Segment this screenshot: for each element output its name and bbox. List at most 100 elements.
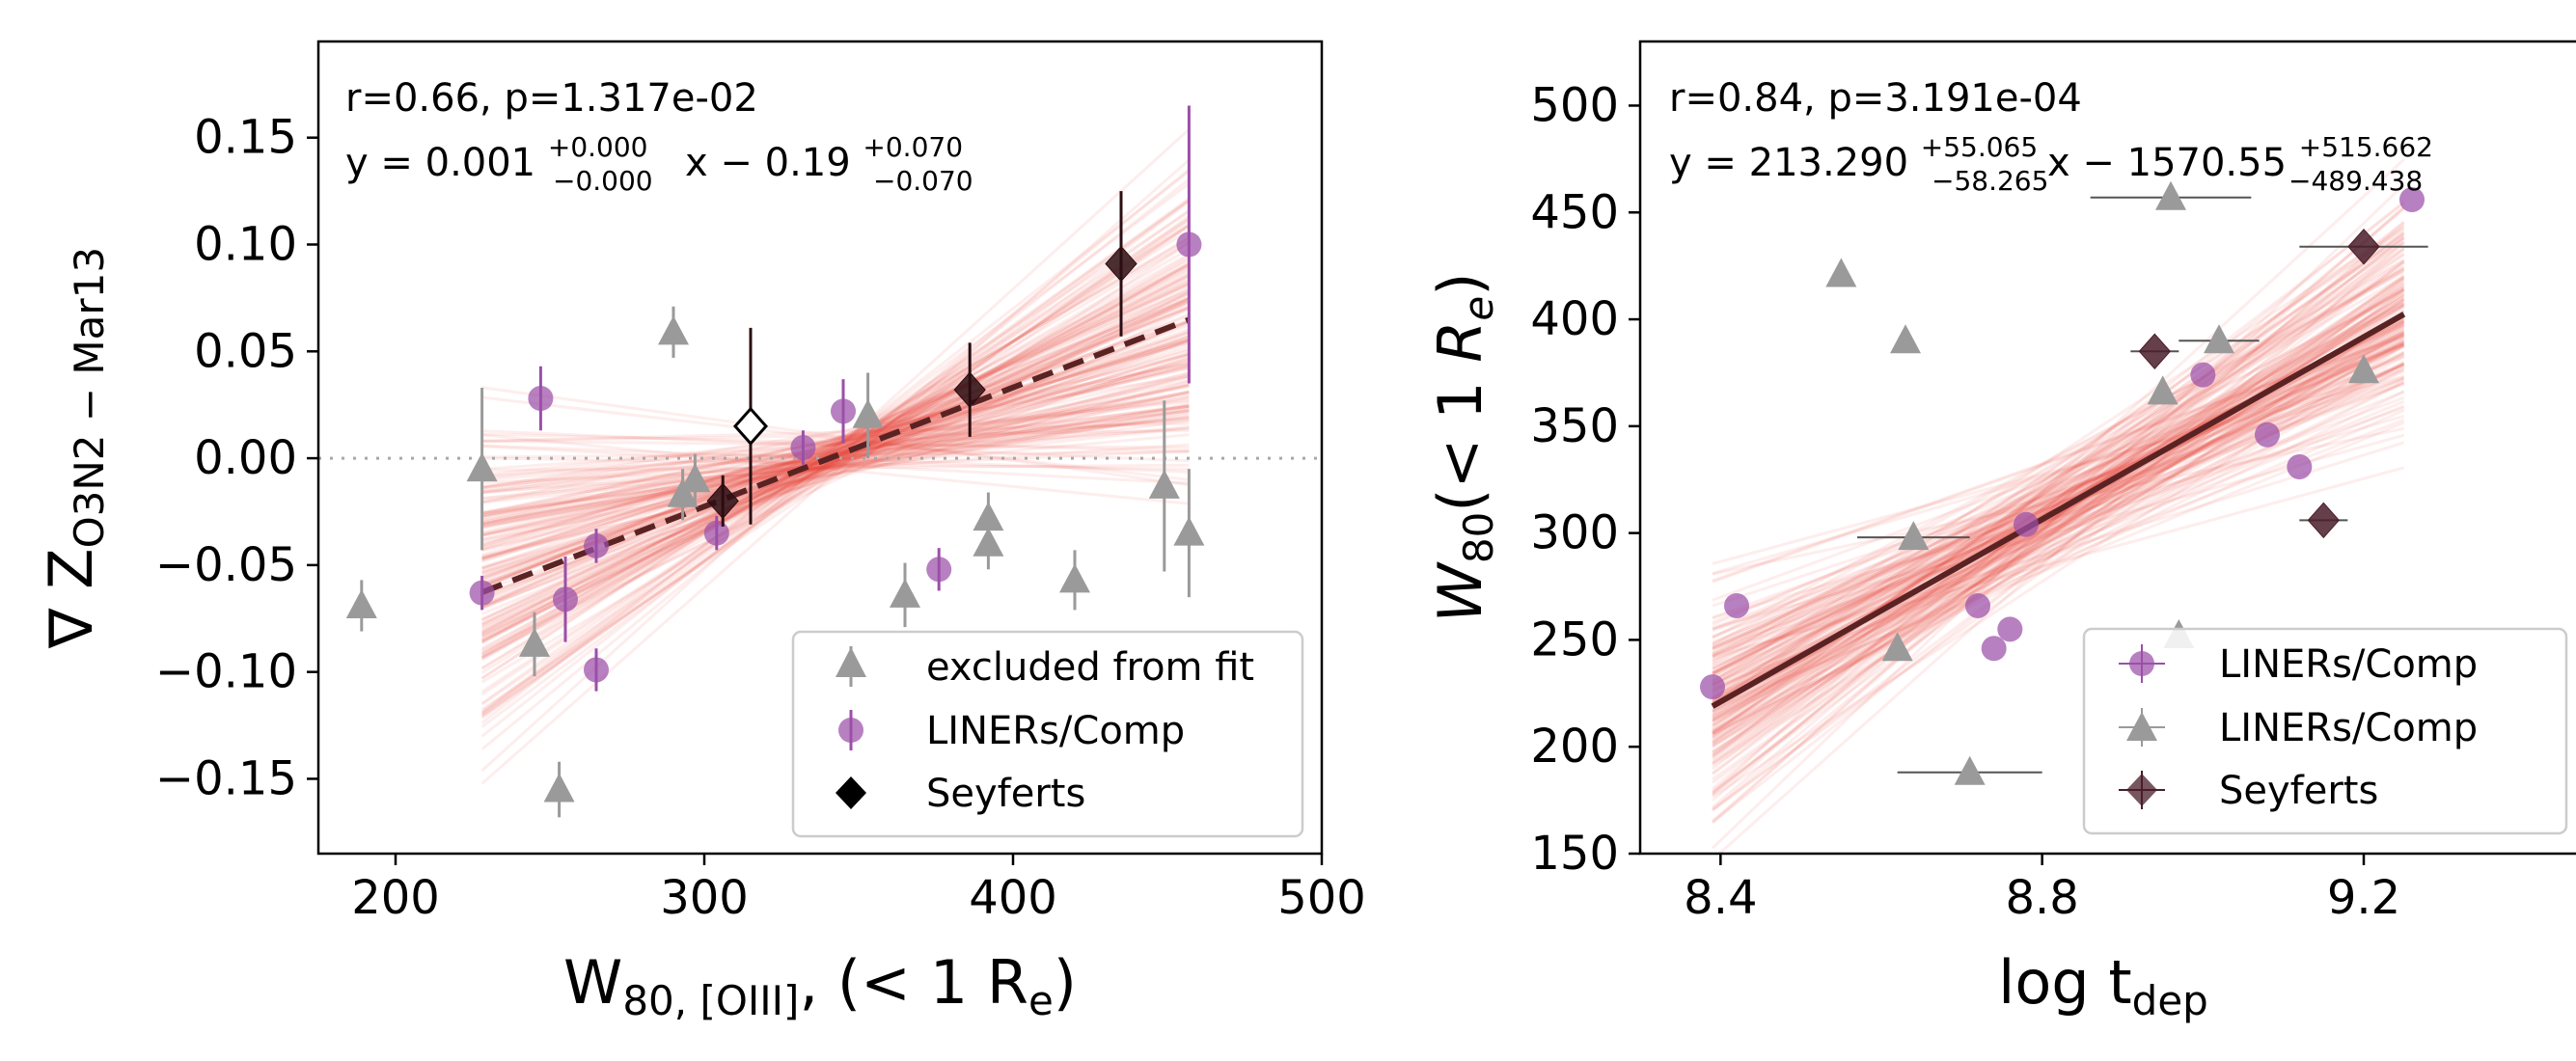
fit-sample-line [1712, 234, 2405, 797]
fit-sample-line [1712, 360, 2405, 707]
fit-sample-line [480, 266, 1191, 636]
fit-sample-line [481, 361, 1190, 527]
fit-sample-line [481, 357, 1190, 569]
fit-sample-line [480, 168, 1191, 750]
fit-sample-line [1712, 351, 2405, 708]
fit-sample-line [481, 404, 1190, 517]
y-tick-label: 300 [1530, 506, 1619, 560]
data-point [831, 398, 856, 424]
data-point [1059, 563, 1090, 593]
fit-sample-line [481, 433, 1190, 501]
fit-sample-line [480, 263, 1191, 655]
data-point [953, 371, 986, 408]
fit-sample-line [481, 391, 1190, 536]
fit-sample-line [481, 363, 1190, 515]
fit-sample-line [1712, 305, 2405, 676]
y-tick-label: 200 [1530, 720, 1619, 774]
fit-sample-line [480, 262, 1191, 661]
fit-sample-line [480, 182, 1191, 714]
fit-sample-line [481, 364, 1190, 542]
left-legend: excluded from fit LINERs/Comp Seyferts [791, 630, 1304, 838]
y-tick-label: 450 [1530, 185, 1619, 239]
fit-sample-line [480, 220, 1191, 706]
fit-sample-line [481, 382, 1190, 544]
fit-sample-line [481, 319, 1190, 610]
y-tick-label: 0.15 [194, 111, 297, 165]
data-point [1105, 245, 1137, 283]
fit-sample-line [480, 200, 1191, 728]
fit-sample-line [1712, 390, 2405, 736]
fit-sample-line [1712, 309, 2405, 811]
fit-sample-line [481, 318, 1190, 570]
fit-sample-line [1712, 200, 2405, 760]
data-point [2307, 502, 2341, 539]
x-tick-label: 400 [969, 871, 1057, 925]
fit-sample-line [480, 262, 1191, 626]
fit-sample-line [480, 241, 1191, 659]
fit-sample-line [1712, 288, 2405, 793]
fit-sample-line [1712, 207, 2405, 791]
fit-sample-line [1712, 252, 2405, 700]
fit-sample-line [481, 463, 1190, 472]
data-point [1881, 632, 1913, 662]
fit-sample-line [1712, 226, 2405, 705]
legend-circle-marker [838, 718, 863, 743]
data-point [584, 532, 609, 558]
fit-sample-line [1712, 466, 2405, 658]
fit-sample-line [1712, 331, 2405, 645]
x-tick-label: 300 [660, 871, 749, 925]
left-fit-line [480, 316, 1191, 595]
fit-sample-line [481, 406, 1190, 541]
fit-sample-line [481, 419, 1190, 515]
fit-sample-line [1712, 333, 2405, 674]
fit-sample-line [481, 417, 1190, 482]
fit-sample-line [481, 404, 1190, 519]
fit-sample-line [1712, 327, 2405, 768]
right-stats-text: r=0.84, p=3.191e-04 [1669, 76, 2082, 121]
fit-sample-line [1712, 220, 2405, 823]
fit-sample-line [480, 268, 1191, 634]
fit-sample-line [1712, 380, 2405, 722]
fit-sample-line [1712, 330, 2405, 675]
fit-sample-line [1716, 241, 2405, 854]
fit-sample-line [1712, 374, 2405, 565]
data-point [2348, 354, 2379, 384]
fit-sample-line [1712, 231, 2405, 775]
fit-sample-line [1712, 322, 2405, 688]
legend-label-liners: LINERs/Comp [926, 709, 1185, 753]
fit-sample-line [481, 424, 1190, 495]
fit-sample-line [1712, 343, 2405, 799]
fit-sample-line [1712, 274, 2405, 784]
data-point [345, 588, 377, 618]
fit-sample-line [480, 224, 1191, 717]
fit-sample-line [1712, 253, 2405, 744]
fit-sample-line [480, 289, 1191, 638]
left-y-axis-label: ∇ ZO3N2 − Mar13 [36, 247, 113, 649]
data-point [1825, 258, 1857, 287]
left-x-axis-label: W80, [OIII], (< 1 Re) [563, 947, 1077, 1024]
fit-sample-line [1712, 333, 2405, 721]
fit-sample-line [480, 253, 1191, 652]
data-point [667, 477, 699, 507]
fit-sample-line [481, 383, 1190, 560]
fit-sample-line [480, 300, 1191, 622]
fit-sample-line [1712, 302, 2405, 727]
fit-sample-line [1712, 343, 2405, 706]
data-point [790, 435, 816, 460]
fit-sample-line [1712, 236, 2405, 706]
fit-sample-line [480, 254, 1191, 669]
fit-sample-line [480, 199, 1191, 705]
fit-sample-line [1712, 406, 2405, 651]
fit-sample-line [481, 366, 1190, 537]
x-tick-label: 8.8 [2005, 871, 2078, 925]
fit-sample-line [1712, 265, 2405, 704]
svg-text:x − 0.19 +0.070: x − 0.19 +0.070 [685, 131, 963, 185]
fit-sample-line [1712, 301, 2405, 660]
fit-sample-line [480, 170, 1191, 724]
fit-sample-line [1712, 303, 2405, 672]
right-annotation: r=0.84, p=3.191e-04 y = 213.290 +55.065 … [1669, 76, 2433, 197]
fit-sample-line [480, 273, 1191, 650]
x-tick-label: 8.4 [1684, 871, 1757, 925]
fit-sample-line [1712, 323, 2405, 627]
fit-sample-line [1712, 248, 2405, 736]
